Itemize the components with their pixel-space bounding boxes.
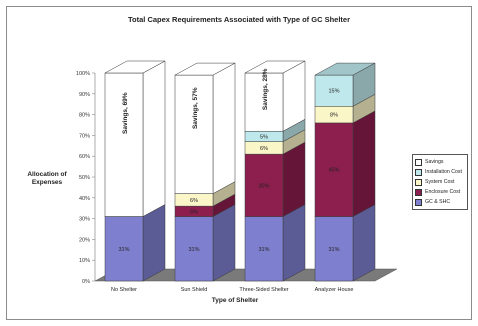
bar-segment-enclosure-cost-side [282,141,306,217]
data-label: 5% [260,134,268,140]
bar-segment-gc-shc [104,216,144,282]
data-label: 8% [330,113,338,119]
bar-segment-gc-shc-side [142,204,166,282]
data-label: 45% [328,168,339,174]
y-tick-label: 60% [79,154,90,160]
bar-segment-savings [174,74,214,194]
y-tick-label: 80% [79,113,90,119]
legend-item: Installation Cost [415,167,465,177]
x-tick-label: No Shelter [111,287,137,293]
chart-title: Total Capex Requirements Associated with… [128,15,350,24]
bar-segment-gc-shc-side [282,204,306,282]
data-label: Savings, 28% [262,68,269,110]
y-tick-label: 10% [79,258,90,264]
bar-segment-installation-cost [314,74,354,107]
x-tick-label: Analyzer House [315,287,354,293]
x-tick-label: Three-Sided Shelter [239,287,288,293]
data-label: 5% [190,209,198,215]
bar-segment-gc-shc [244,216,284,282]
data-label: 6% [190,198,198,204]
y-axis-label: Allocation of Expenses [27,171,67,186]
bar-segment-savings-top [244,60,306,74]
legend-label: Savings [425,159,444,165]
x-axis-label: Type of Shelter [211,297,259,304]
y-tick-label: 20% [79,237,90,243]
bar-segment-savings-side [282,60,306,132]
bar-segment-gc-shc [314,216,354,282]
data-label: 30% [258,183,269,189]
bar-segment-installation-cost-top [314,62,376,76]
legend-label: Enclosure Cost [425,189,461,195]
y-tick-label: 100% [76,71,90,77]
legend-item: Savings [415,157,465,167]
legend-label: System Cost [425,179,455,185]
y-tick-label: 30% [79,217,90,223]
bar-segment-savings-side [142,60,166,217]
y-tick-label: 40% [79,196,90,202]
bar-segment-savings [104,72,144,217]
bar-segment-enclosure-cost [314,122,354,217]
legend-swatch [415,178,422,186]
legend-item: GC & SHC [415,197,465,207]
data-label: 31% [118,247,129,253]
y-tick-label: 70% [79,133,90,139]
legend-swatch [415,168,422,176]
data-label: 31% [258,247,269,253]
data-label: 6% [260,146,268,152]
bar-segment-savings-side [212,62,236,195]
data-label: 15% [328,89,339,95]
bar-segment-savings-top [104,60,166,74]
bar-segment-gc-shc-side [352,204,376,282]
data-label: 31% [188,247,199,253]
y-tick-label: 50% [79,175,90,181]
chart-frame [6,6,472,320]
bar-segment-gc-shc [174,216,214,282]
legend-label: GC & SHC [425,199,451,205]
legend-swatch [415,158,422,166]
legend: Savings Installation Cost System Cost Enclo… [412,154,468,210]
y-tick-label: 0% [82,279,90,285]
data-label: Savings, 69% [122,92,129,134]
data-label: 31% [328,247,339,253]
bar-segment-enclosure-cost [244,153,284,217]
bar-segment-enclosure-cost-side [352,110,376,217]
legend-item: Enclosure Cost [415,187,465,197]
legend-swatch [415,198,422,206]
x-tick-label: Sun Shield [181,287,208,293]
y-tick-label: 90% [79,92,90,98]
bar-segment-savings-top [174,62,236,76]
bar-segment-savings [244,72,284,132]
legend-label: Installation Cost [425,169,462,175]
data-label: Savings, 57% [192,87,199,129]
legend-item: System Cost [415,177,465,187]
bar-segment-gc-shc-side [212,204,236,282]
legend-swatch [415,188,422,196]
